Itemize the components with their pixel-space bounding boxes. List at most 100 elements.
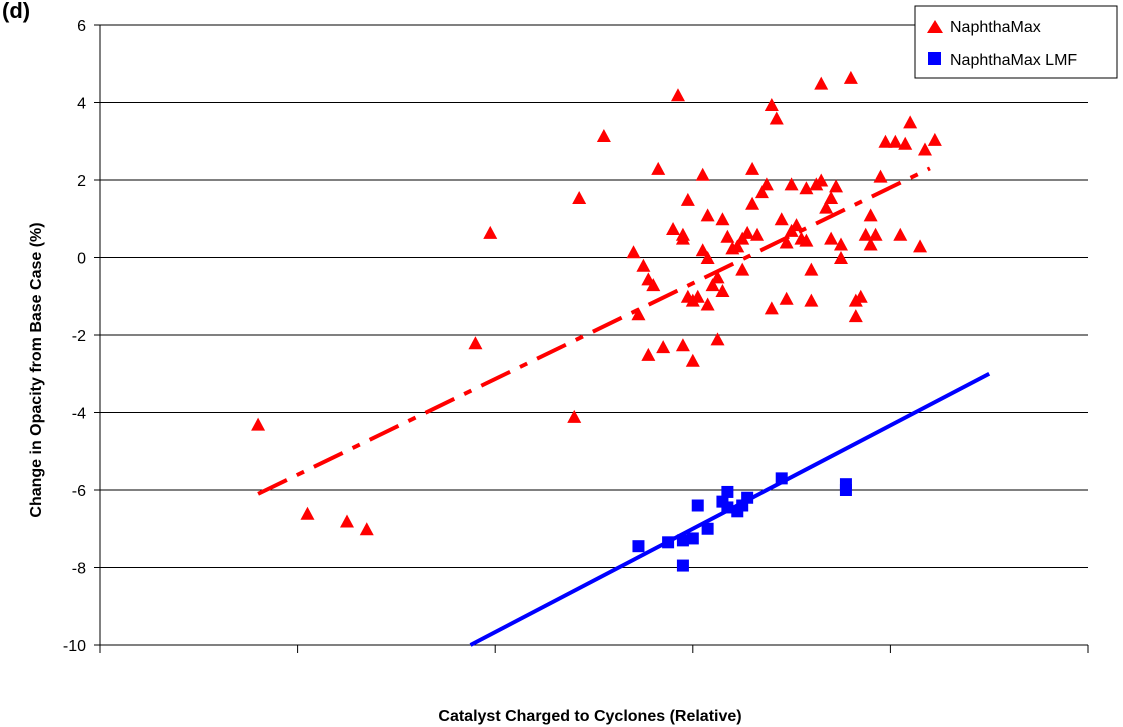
point-naphthamax-21 xyxy=(675,338,690,352)
point-naphthamax-18 xyxy=(670,88,685,102)
x-axis-title: Catalyst Charged to Cyclones (Relative) xyxy=(438,708,741,725)
point-naphthamax-59 xyxy=(799,233,814,247)
point-naphthamax-lmf-15 xyxy=(839,478,852,491)
point-naphthamax-11 xyxy=(636,258,651,272)
point-naphthamax-26 xyxy=(690,289,705,303)
point-naphthamax-39 xyxy=(730,239,745,253)
point-naphthamax-lmf-0 xyxy=(632,540,645,553)
point-naphthamax-lmf-3 xyxy=(676,559,689,572)
legend-label-naphthamax-lmf: NaphthaMax LMF xyxy=(950,52,1077,69)
y-tick-label-1: -8 xyxy=(72,561,86,578)
point-naphthamax-lmf-13 xyxy=(775,472,788,485)
y-tick-label-6: 2 xyxy=(77,173,86,190)
point-naphthamax-67 xyxy=(824,190,839,204)
point-naphthamax-81 xyxy=(888,134,903,148)
point-naphthamax-43 xyxy=(745,196,760,210)
point-naphthamax-56 xyxy=(789,218,804,232)
point-naphthamax-76 xyxy=(863,208,878,222)
point-naphthamax-10 xyxy=(631,307,646,321)
point-naphthamax-27 xyxy=(695,243,710,257)
point-naphthamax-71 xyxy=(843,70,858,84)
point-naphthamax-30 xyxy=(700,297,715,311)
point-naphthamax-8 xyxy=(596,128,611,142)
point-naphthamax-0 xyxy=(251,417,266,431)
point-naphthamax-80 xyxy=(878,134,893,148)
point-naphthamax-lmf-9 xyxy=(721,501,734,514)
point-naphthamax-87 xyxy=(927,132,942,146)
point-naphthamax-4 xyxy=(468,336,483,350)
point-naphthamax-74 xyxy=(853,289,868,303)
point-naphthamax-17 xyxy=(666,221,681,235)
point-naphthamax-2 xyxy=(340,514,354,528)
point-naphthamax-46 xyxy=(754,185,769,199)
y-tick-label-0: -10 xyxy=(63,638,86,655)
point-naphthamax-lmf-12 xyxy=(741,491,754,504)
point-naphthamax-lmf-1 xyxy=(662,536,675,549)
point-naphthamax-78 xyxy=(868,227,883,241)
point-naphthamax-70 xyxy=(834,237,848,251)
point-naphthamax-5 xyxy=(483,225,498,239)
point-naphthamax-68 xyxy=(829,179,844,193)
y-tick-label-3: -4 xyxy=(72,406,86,423)
point-naphthamax-lmf-5 xyxy=(691,499,704,512)
point-naphthamax-31 xyxy=(700,208,715,222)
legend-label-naphthamax: NaphthaMax xyxy=(950,19,1041,36)
point-naphthamax-49 xyxy=(764,97,779,111)
point-naphthamax-25 xyxy=(685,353,700,367)
point-naphthamax-20 xyxy=(675,231,690,245)
y-tick-label-4: -2 xyxy=(72,328,86,345)
point-naphthamax-51 xyxy=(774,212,789,226)
point-naphthamax-45 xyxy=(750,227,765,241)
point-naphthamax-16 xyxy=(656,340,671,354)
point-naphthamax-28 xyxy=(695,167,710,181)
point-naphthamax-23 xyxy=(680,192,695,206)
point-naphthamax-3 xyxy=(359,522,374,536)
point-naphthamax-33 xyxy=(710,270,725,284)
point-naphthamax-15 xyxy=(651,161,666,175)
point-naphthamax-35 xyxy=(715,283,730,297)
point-naphthamax-13 xyxy=(641,347,656,361)
point-naphthamax-58 xyxy=(799,181,814,195)
point-naphthamax-75 xyxy=(858,227,873,241)
point-naphthamax-lmf-8 xyxy=(721,485,734,498)
point-naphthamax-77 xyxy=(863,237,878,251)
point-naphthamax-29 xyxy=(700,251,715,264)
axes xyxy=(94,24,1089,653)
trendline-0 xyxy=(257,166,931,496)
legend-triangle-icon xyxy=(927,20,943,33)
y-tick-label-2: -6 xyxy=(72,483,86,500)
point-naphthamax-47 xyxy=(759,177,774,191)
point-naphthamax-9 xyxy=(626,245,641,259)
point-naphthamax-14 xyxy=(646,278,661,292)
point-naphthamax-82 xyxy=(893,227,908,241)
point-naphthamax-37 xyxy=(720,229,735,243)
point-naphthamax-69 xyxy=(834,251,848,264)
grid-lines xyxy=(100,24,1088,568)
point-naphthamax-86 xyxy=(917,142,932,156)
point-naphthamax-54 xyxy=(784,177,799,191)
legend-box xyxy=(914,5,1118,79)
point-naphthamax-lmf-6 xyxy=(701,522,714,535)
figure-label: (d) xyxy=(2,0,30,23)
point-naphthamax-36 xyxy=(715,212,730,226)
point-naphthamax-48 xyxy=(764,301,779,315)
point-naphthamax-42 xyxy=(740,225,755,239)
point-naphthamax-65 xyxy=(819,200,834,214)
point-naphthamax-73 xyxy=(848,309,863,323)
legend: NaphthaMax NaphthaMax LMF xyxy=(914,5,1118,79)
point-naphthamax-6 xyxy=(567,409,582,423)
point-naphthamax-32 xyxy=(705,278,720,292)
y-axis-title: Change in Opacity from Base Case (%) xyxy=(28,222,45,517)
point-naphthamax-40 xyxy=(735,262,750,276)
point-naphthamax-lmf-4 xyxy=(686,532,699,545)
point-naphthamax-83 xyxy=(898,136,913,150)
point-naphthamax-79 xyxy=(873,169,888,183)
point-naphthamax-lmf-2 xyxy=(676,534,689,547)
point-naphthamax-60 xyxy=(804,262,819,276)
point-naphthamax-52 xyxy=(779,235,794,249)
point-naphthamax-66 xyxy=(824,231,839,245)
point-naphthamax-50 xyxy=(769,111,784,125)
y-tick-label-5: 0 xyxy=(77,251,86,268)
point-naphthamax-34 xyxy=(710,332,725,346)
